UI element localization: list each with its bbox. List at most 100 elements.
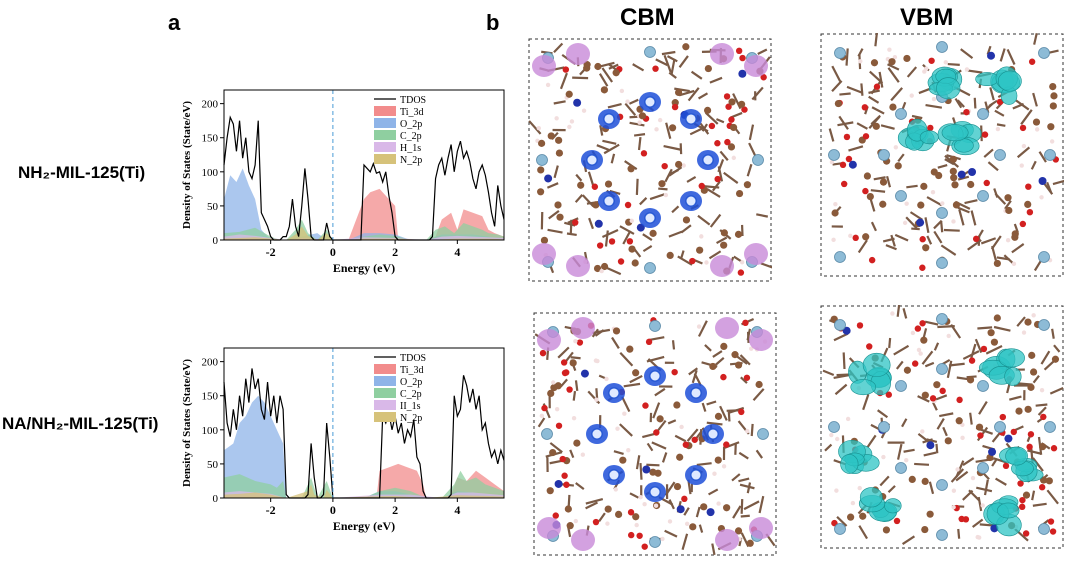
- s-cbm2-atom: [723, 504, 731, 512]
- s-vbm1-atom: [909, 93, 914, 98]
- s-cbm1-bond: [629, 115, 639, 119]
- s-vbm1-atom: [951, 181, 959, 189]
- dos1-xtick-label: 0: [330, 245, 336, 259]
- s-vbm1-atom: [919, 264, 926, 271]
- s-cbm2-corner-lobe: [537, 517, 561, 539]
- s-cbm2-ti-atom: [649, 536, 661, 548]
- s-cbm2-bond: [674, 434, 687, 443]
- s-cbm2-atom: [566, 386, 573, 393]
- s-cbm2-bond: [691, 369, 698, 384]
- s-cbm2-bond: [743, 500, 760, 511]
- s-vbm2-atom: [926, 510, 934, 518]
- s-vbm1-ti-atom: [977, 190, 989, 202]
- s-vbm1-atom: [983, 179, 990, 187]
- dos2-legend-swatch-c-2p: [374, 388, 396, 398]
- s-vbm1-atom: [930, 189, 936, 195]
- s-vbm1-ti-atom: [834, 47, 846, 59]
- s-vbm1-bond: [926, 235, 933, 245]
- s-vbm1-bond: [956, 99, 965, 108]
- dos1-ytick-label: 100: [202, 167, 219, 179]
- s-vbm2-atom: [944, 437, 952, 445]
- s-cbm1-atom: [581, 108, 587, 113]
- s-vbm2-atom: [975, 423, 984, 431]
- s-vbm2-bond: [985, 345, 1003, 355]
- s-cbm2-atom: [628, 531, 635, 539]
- s-cbm2-atom: [563, 369, 570, 376]
- s-vbm1-bond: [996, 123, 1006, 127]
- s-vbm2-atom: [881, 454, 886, 460]
- s-cbm1-orbital-core: [604, 114, 614, 124]
- s-cbm2-atom: [673, 482, 682, 491]
- s-vbm2-isosurface: [840, 454, 859, 474]
- s-cbm2-n-atom: [580, 369, 589, 378]
- s-vbm2-bond: [914, 462, 930, 466]
- s-vbm2-bond: [935, 443, 939, 454]
- s-cbm1-bond: [624, 102, 637, 116]
- s-cbm2-bond: [623, 382, 641, 388]
- s-vbm2-bond: [926, 438, 938, 443]
- s-cbm1-atom: [538, 139, 546, 147]
- cbm-title: CBM: [620, 4, 675, 31]
- dos2-legend-label: II_1s: [400, 401, 421, 412]
- s-cbm1-bond: [665, 122, 672, 139]
- s-vbm1-bond: [839, 92, 851, 96]
- s-cbm1-atom: [627, 165, 635, 173]
- dos2-frame: [223, 347, 505, 499]
- dos1-series-n-2p: [224, 226, 504, 240]
- s-cbm1-bond: [601, 67, 614, 83]
- s-vbm1-bond: [954, 97, 963, 109]
- s-vbm2-atom: [920, 429, 925, 434]
- s-vbm2-bond: [1016, 316, 1026, 327]
- s-vbm2-bond: [928, 481, 935, 495]
- s-cbm2-corner-lobe: [749, 329, 773, 351]
- s-cbm1-bond: [711, 180, 721, 192]
- s-vbm1-atom: [943, 60, 948, 65]
- s-vbm2-bond: [982, 472, 990, 481]
- s-cbm2-bond: [591, 328, 599, 338]
- s-cbm1-bond: [649, 193, 665, 201]
- s-vbm2-bond: [1031, 490, 1036, 501]
- s-vbm1-bond: [857, 239, 868, 254]
- s-cbm1-bond: [717, 159, 725, 173]
- s-cbm2-atom: [638, 494, 643, 500]
- s-vbm1-atom: [951, 219, 956, 224]
- s-cbm1-bond: [690, 70, 703, 80]
- s-vbm2-atom: [1031, 313, 1036, 318]
- s-cbm2-atom: [559, 455, 566, 463]
- vbm-structure-2: [820, 300, 1064, 549]
- s-vbm1-n-atom: [916, 218, 925, 227]
- s-cbm1-bond: [678, 89, 695, 97]
- s-vbm2-bond: [893, 344, 910, 356]
- s-cbm2-n-atom: [554, 479, 563, 488]
- s-cbm1-orbital-core: [703, 155, 713, 165]
- s-vbm1-bond: [1020, 109, 1033, 125]
- s-vbm1-atom: [1019, 124, 1027, 132]
- s-cbm2-bond: [564, 351, 574, 363]
- s-vbm1-bond: [994, 109, 1005, 117]
- s-vbm1-n-atom: [848, 160, 857, 169]
- s-vbm1-atom: [919, 236, 926, 243]
- s-cbm1-cell-border: [528, 38, 772, 282]
- s-vbm2-atom: [1024, 405, 1032, 413]
- s-cbm2-atom: [566, 522, 574, 530]
- s-vbm2-atom: [993, 314, 1001, 322]
- s-vbm1-isosurface: [941, 124, 969, 142]
- s-cbm1-atom: [727, 143, 736, 151]
- s-vbm1-atom: [887, 47, 892, 52]
- s-cbm2-atom: [689, 523, 697, 531]
- s-cbm1-atom: [703, 106, 712, 114]
- s-vbm1-ti-atom: [1044, 149, 1056, 161]
- s-cbm2-orbital-core: [650, 371, 660, 381]
- s-vbm1-atom: [1049, 102, 1057, 110]
- s-vbm1-atom: [862, 187, 869, 195]
- s-vbm2-atom: [847, 513, 855, 521]
- s-vbm2-ti-atom: [895, 462, 907, 474]
- s-vbm1-atom: [1004, 194, 1012, 202]
- s-cbm2-bond: [629, 374, 643, 384]
- s-vbm2-bond: [834, 383, 848, 396]
- dos1-legend-label: N_2p: [400, 155, 422, 166]
- s-vbm2-atom: [911, 360, 919, 367]
- dos2-ytick-label: 50: [207, 459, 219, 471]
- s-vbm2-atom: [859, 512, 867, 520]
- s-cbm1-bond: [709, 76, 723, 84]
